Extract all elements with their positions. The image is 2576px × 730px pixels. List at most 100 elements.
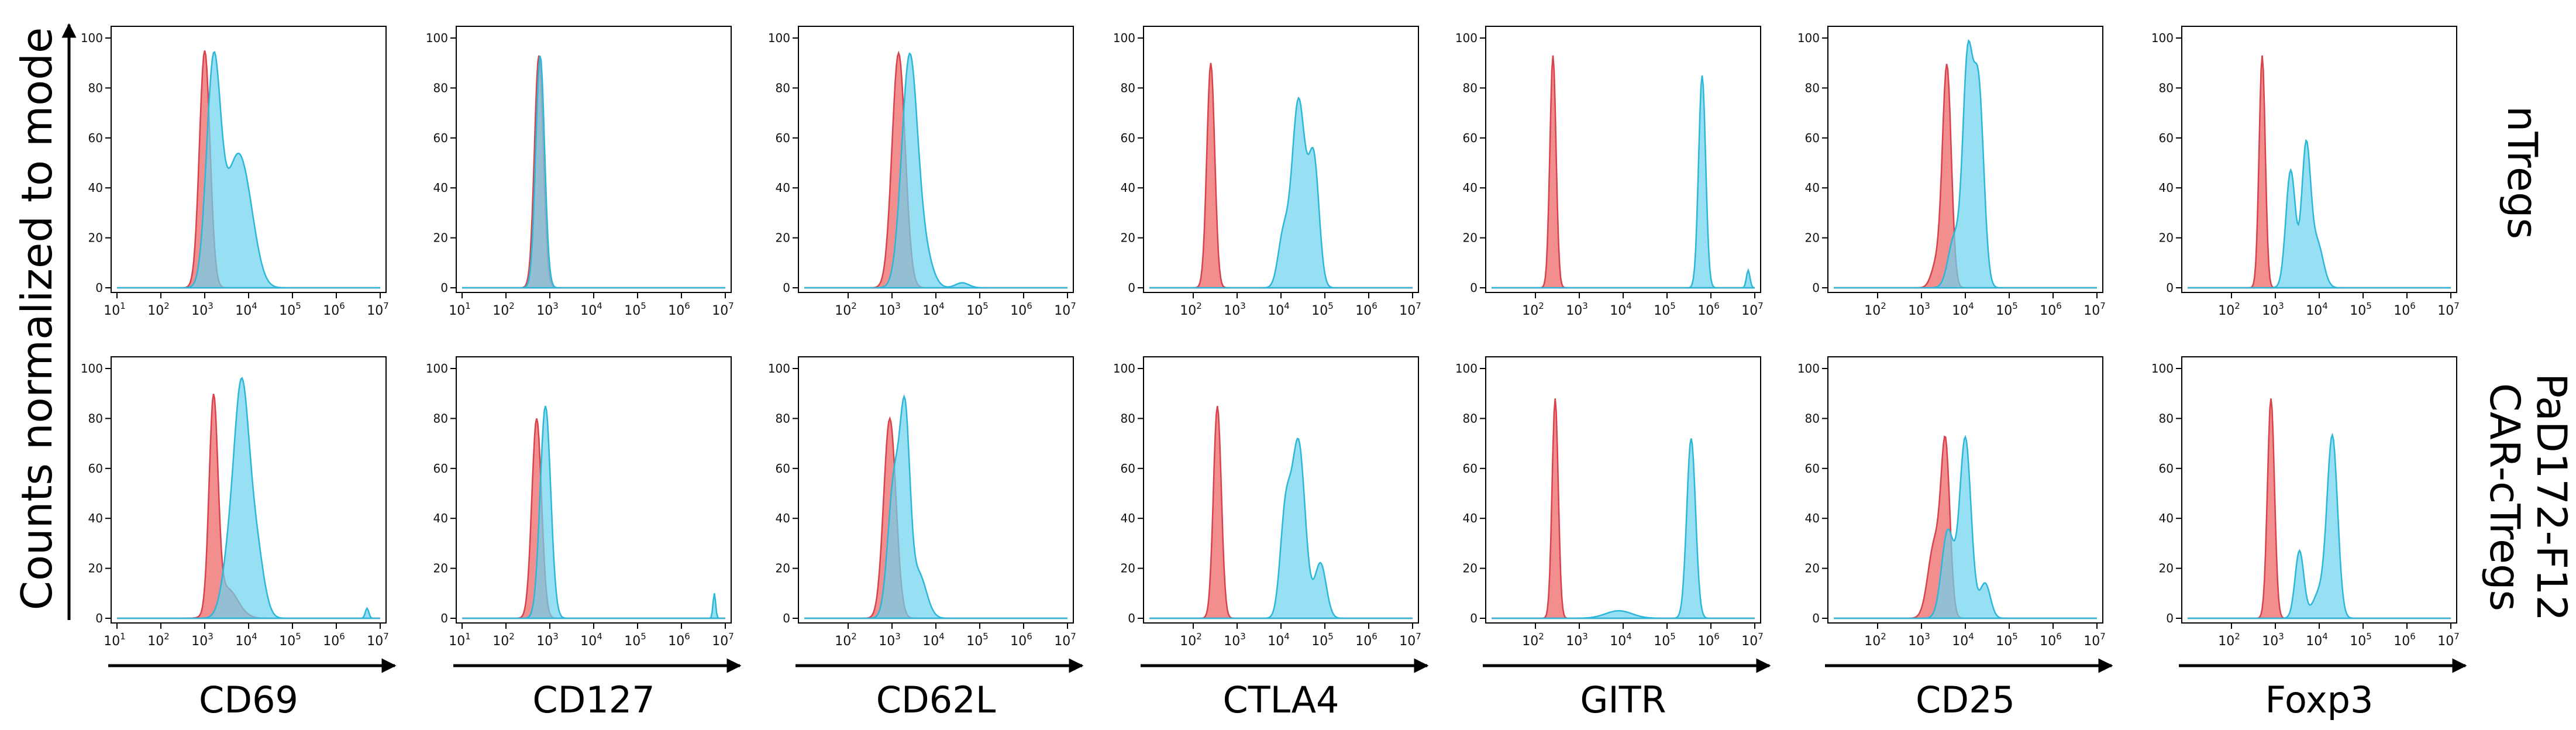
x-tick-label: 106 xyxy=(2394,631,2416,649)
y-tick-label: 100 xyxy=(426,361,448,376)
y-tick-label: 80 xyxy=(776,411,790,425)
x-tick-label: 103 xyxy=(1908,631,1930,649)
x-tick-label: 102 xyxy=(2218,301,2240,318)
y-tick-label: 20 xyxy=(2159,231,2174,245)
histogram-panel-foxp3-cartregs: 0 20 40 60 80 100 102 103 104 105 106 107 xyxy=(2151,356,2460,649)
y-tick-label: 100 xyxy=(1113,361,1135,376)
x-tick-label: 106 xyxy=(1010,631,1032,649)
x-tick-label: 107 xyxy=(2437,631,2460,649)
x-tick-label: 107 xyxy=(1741,631,1764,649)
y-tick-label: 0 xyxy=(1128,611,1135,625)
y-tick-label: 40 xyxy=(1805,511,1820,525)
plot-frame xyxy=(798,356,1074,624)
y-tick-label: 0 xyxy=(2166,611,2174,625)
x-tick-label: 102 xyxy=(493,631,515,649)
y-tick-label: 100 xyxy=(768,31,790,45)
marker-histogram-foxp3 xyxy=(2188,139,2451,289)
y-tick-label: 0 xyxy=(440,281,448,295)
x-tick-label: 107 xyxy=(1054,301,1076,318)
x-tick-label: 106 xyxy=(2040,631,2062,649)
x-tick-label: 106 xyxy=(2040,301,2062,318)
x-tick-label: 103 xyxy=(1224,631,1246,649)
y-tick-label: 100 xyxy=(1455,31,1478,45)
y-tick-label: 60 xyxy=(1121,131,1135,145)
plot-frame xyxy=(456,26,732,293)
histogram-panel-gitr-ntregs: 0 20 40 60 80 100 102 103 104 105 106 107 xyxy=(1455,26,1764,318)
x-tick-label: 102 xyxy=(835,301,857,318)
x-tick-label: 107 xyxy=(2083,301,2106,318)
x-tick-label: 103 xyxy=(879,301,901,318)
y-tick-label: 80 xyxy=(1805,411,1820,425)
x-tick-label: 107 xyxy=(367,631,389,649)
x-tick-label: 105 xyxy=(2350,301,2372,318)
y-tick-label: 0 xyxy=(1470,281,1478,295)
y-tick-label: 40 xyxy=(1463,511,1478,525)
y-tick-label: 20 xyxy=(1463,562,1478,576)
x-axis-label-cd127: CD127 xyxy=(532,679,655,721)
x-tick-label: 101 xyxy=(449,631,471,649)
y-tick-label: 40 xyxy=(1121,181,1135,195)
x-tick-label: 105 xyxy=(966,301,989,318)
y-tick-label: 80 xyxy=(433,411,448,425)
x-tick-label: 104 xyxy=(1952,301,1974,318)
x-tick-label: 102 xyxy=(2218,631,2240,649)
x-tick-label: 105 xyxy=(1996,301,2018,318)
x-axis-label-foxp3: Foxp3 xyxy=(2265,679,2374,721)
x-tick-label: 104 xyxy=(580,301,602,318)
x-tick-label: 106 xyxy=(668,631,690,649)
x-tick-label: 102 xyxy=(1180,301,1202,318)
x-tick-label: 102 xyxy=(147,301,170,318)
plot-frame xyxy=(798,26,1074,293)
x-tick-label: 107 xyxy=(2437,301,2460,318)
x-tick-label: 104 xyxy=(922,631,945,649)
x-tick-label: 107 xyxy=(367,301,389,318)
x-tick-label: 104 xyxy=(1610,301,1632,318)
y-tick-label: 60 xyxy=(1463,131,1478,145)
y-tick-label: 100 xyxy=(1797,31,1820,45)
y-tick-label: 80 xyxy=(776,81,790,95)
x-tick-label: 103 xyxy=(191,301,213,318)
y-tick-label: 40 xyxy=(88,511,103,525)
x-tick-label: 103 xyxy=(536,301,559,318)
x-tick-label: 104 xyxy=(922,301,945,318)
x-tick-label: 102 xyxy=(835,631,857,649)
y-tick-label: 20 xyxy=(88,231,103,245)
y-tick-label: 40 xyxy=(88,181,103,195)
marker-histogram-cd69 xyxy=(117,377,380,619)
y-tick-label: 20 xyxy=(776,562,790,576)
x-tick-label: 103 xyxy=(1566,301,1588,318)
row-label-ntregs: nTregs xyxy=(2498,106,2546,239)
plot-frame xyxy=(1485,26,1761,293)
y-tick-label: 100 xyxy=(768,361,790,376)
y-tick-label: 80 xyxy=(1463,411,1478,425)
x-tick-label: 105 xyxy=(624,301,646,318)
x-tick-label: 101 xyxy=(449,301,471,318)
marker-histogram-gitr xyxy=(1492,438,1755,619)
plot-frame xyxy=(456,356,732,624)
x-tick-label: 107 xyxy=(1741,301,1764,318)
marker-histogram-cd25 xyxy=(1834,39,2097,289)
x-tick-label: 105 xyxy=(966,631,989,649)
y-tick-label: 100 xyxy=(81,361,103,376)
y-tick-label: 40 xyxy=(1121,511,1135,525)
y-tick-label: 40 xyxy=(433,511,448,525)
x-tick-label: 103 xyxy=(1908,301,1930,318)
y-tick-label: 80 xyxy=(1805,81,1820,95)
y-tick-label: 60 xyxy=(1463,462,1478,476)
y-tick-label: 60 xyxy=(1805,462,1820,476)
x-tick-label: 102 xyxy=(147,631,170,649)
y-tick-label: 40 xyxy=(1463,181,1478,195)
x-axis-label-cd69: CD69 xyxy=(199,679,298,721)
y-tick-label: 20 xyxy=(776,231,790,245)
y-tick-label: 80 xyxy=(433,81,448,95)
marker-histogram-cd127 xyxy=(462,56,725,289)
y-tick-label: 20 xyxy=(1121,562,1135,576)
histogram-panel-gitr-cartregs: 0 20 40 60 80 100 102 103 104 105 106 107 xyxy=(1455,356,1764,649)
x-tick-label: 101 xyxy=(104,631,126,649)
x-tick-label: 104 xyxy=(235,301,257,318)
y-tick-label: 60 xyxy=(433,131,448,145)
x-tick-label: 106 xyxy=(1010,301,1032,318)
histogram-panel-cd69-cartregs: 0 20 40 60 80 100 101 102 103 104 105 106 107 xyxy=(81,356,389,649)
x-tick-label: 104 xyxy=(1610,631,1632,649)
x-tick-label: 104 xyxy=(1268,631,1290,649)
